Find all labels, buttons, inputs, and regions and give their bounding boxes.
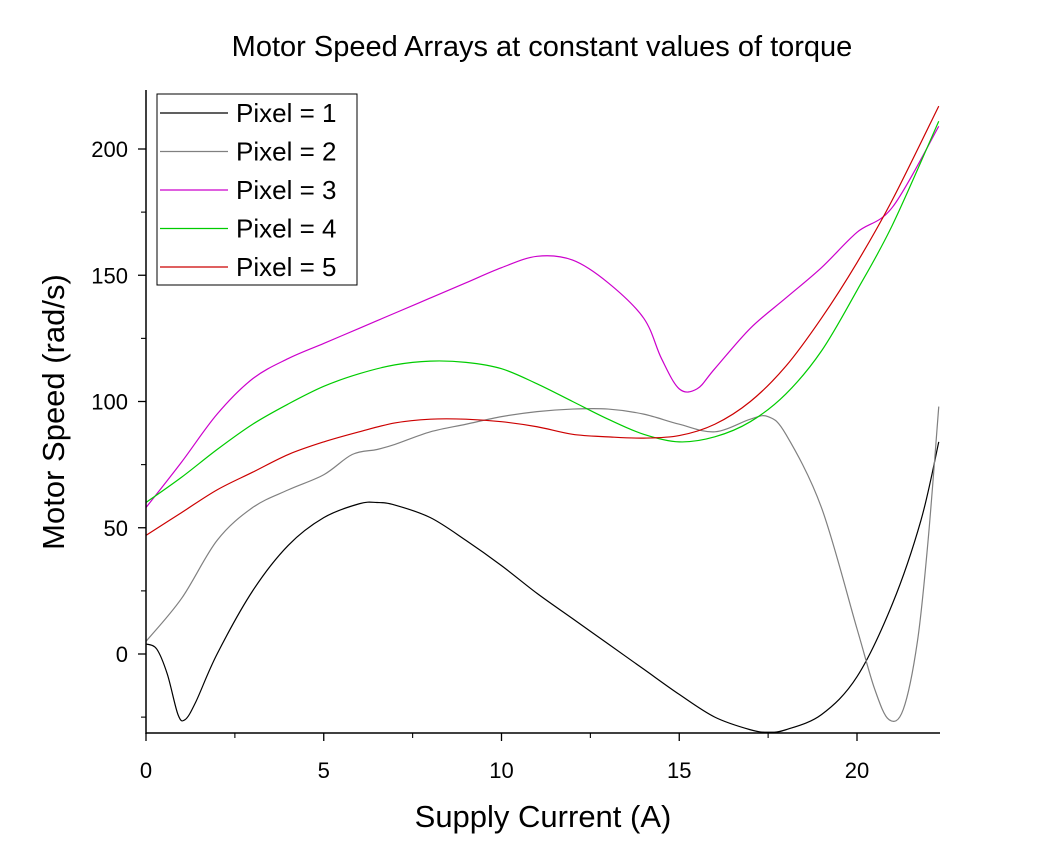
x-axis-label: Supply Current (A) [415, 799, 672, 834]
legend-label-3: Pixel = 3 [236, 175, 336, 205]
legend-label-4: Pixel = 4 [236, 214, 336, 244]
plot-lines [145, 105, 940, 733]
legend-label-2: Pixel = 2 [236, 137, 336, 167]
y-axis-label: Motor Speed (rad/s) [36, 274, 71, 550]
x-ticks: 0 5 10 15 20 [140, 733, 869, 783]
series-line-1 [145, 441, 940, 733]
series-line-4 [145, 120, 940, 503]
y-tick-label: 200 [91, 137, 128, 162]
y-tick-label: 0 [116, 642, 128, 667]
legend: Pixel = 1 Pixel = 2 Pixel = 3 Pixel = 4 Pixe… [160, 98, 336, 282]
series-line-5 [145, 105, 940, 536]
y-tick-label: 50 [104, 516, 128, 541]
x-tick-label: 10 [489, 758, 513, 783]
x-tick-label: 0 [140, 758, 152, 783]
series-line-3 [145, 125, 940, 508]
series-line-2 [145, 406, 940, 722]
legend-label-1: Pixel = 1 [236, 98, 336, 128]
legend-label-5: Pixel = 5 [236, 252, 336, 282]
chart-title: Motor Speed Arrays at constant values of… [232, 31, 853, 63]
x-tick-label: 5 [318, 758, 330, 783]
x-tick-label: 15 [667, 758, 691, 783]
y-tick-label: 100 [91, 390, 128, 415]
x-tick-label: 20 [845, 758, 869, 783]
y-tick-label: 150 [91, 263, 128, 288]
y-ticks: 0 50 100 150 200 [91, 137, 146, 718]
